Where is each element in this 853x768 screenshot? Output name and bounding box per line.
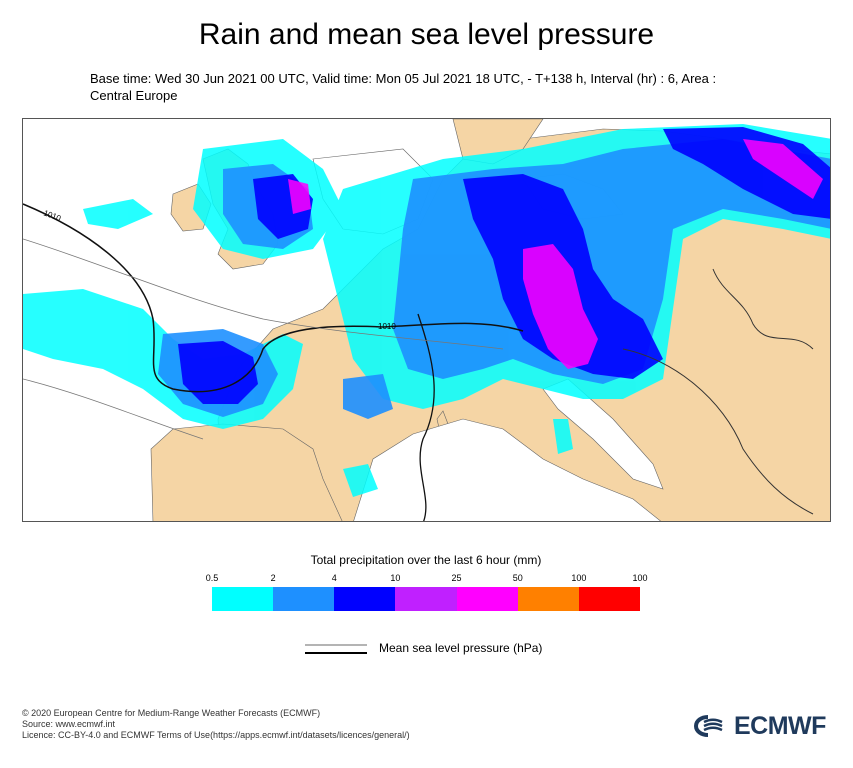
msl-legend-label: Mean sea level pressure (hPa) bbox=[379, 641, 543, 655]
legend-colorbar bbox=[212, 587, 640, 611]
contour-lines-thin bbox=[23, 238, 504, 440]
precip-very-heavy bbox=[288, 139, 823, 369]
legend-swatch bbox=[395, 587, 457, 611]
legend-tick: 50 bbox=[512, 573, 523, 583]
map-canvas: 1010 1010 bbox=[23, 119, 830, 521]
legend-swatch bbox=[578, 587, 640, 611]
legend-tick: 0.5 bbox=[205, 573, 219, 583]
legend-tick: 10 bbox=[390, 573, 401, 583]
ecmwf-logo-text: ECMWF bbox=[734, 711, 826, 740]
legend-swatch bbox=[456, 587, 518, 611]
legend-tick: 4 bbox=[331, 573, 337, 583]
legend-ticks: 0.5 2 4 10 25 50 100 100 bbox=[206, 573, 648, 585]
legend-tick: 2 bbox=[270, 573, 276, 583]
legend-tick: 100 bbox=[632, 573, 648, 583]
msl-legend-lines bbox=[305, 644, 367, 654]
weather-map[interactable]: 1010 1010 bbox=[22, 118, 831, 522]
legend-swatch bbox=[334, 587, 396, 611]
legend-swatch bbox=[212, 587, 274, 611]
chart-title: Rain and mean sea level pressure bbox=[198, 18, 655, 51]
chart-subtitle: Base time: Wed 30 Jun 2021 00 UTC, Valid… bbox=[90, 71, 717, 103]
legend-swatch bbox=[517, 587, 579, 611]
footer-copyright: © 2020 European Centre for Medium-Range … bbox=[22, 708, 321, 718]
legend-tick: 25 bbox=[451, 573, 462, 583]
legend-tick: 100 bbox=[571, 573, 587, 583]
isobar-label-west: 1010 bbox=[42, 208, 62, 223]
footer: © 2020 European Centre for Medium-Range … bbox=[22, 708, 410, 741]
iberia bbox=[150, 423, 343, 521]
footer-licence: Licence: CC-BY-4.0 and ECMWF Terms of Us… bbox=[22, 730, 410, 740]
isobar-layer bbox=[23, 203, 814, 521]
footer-source: Source: www.ecmwf.int bbox=[22, 719, 116, 729]
legend-swatch bbox=[273, 587, 335, 611]
ecmwf-logo-icon bbox=[694, 715, 723, 737]
ecmwf-logo: ECMWF bbox=[694, 711, 826, 741]
legend-title: Total precipitation over the last 6 hour… bbox=[310, 553, 542, 567]
isobar-label-central: 1010 bbox=[378, 322, 396, 331]
mediterranean bbox=[353, 418, 661, 521]
